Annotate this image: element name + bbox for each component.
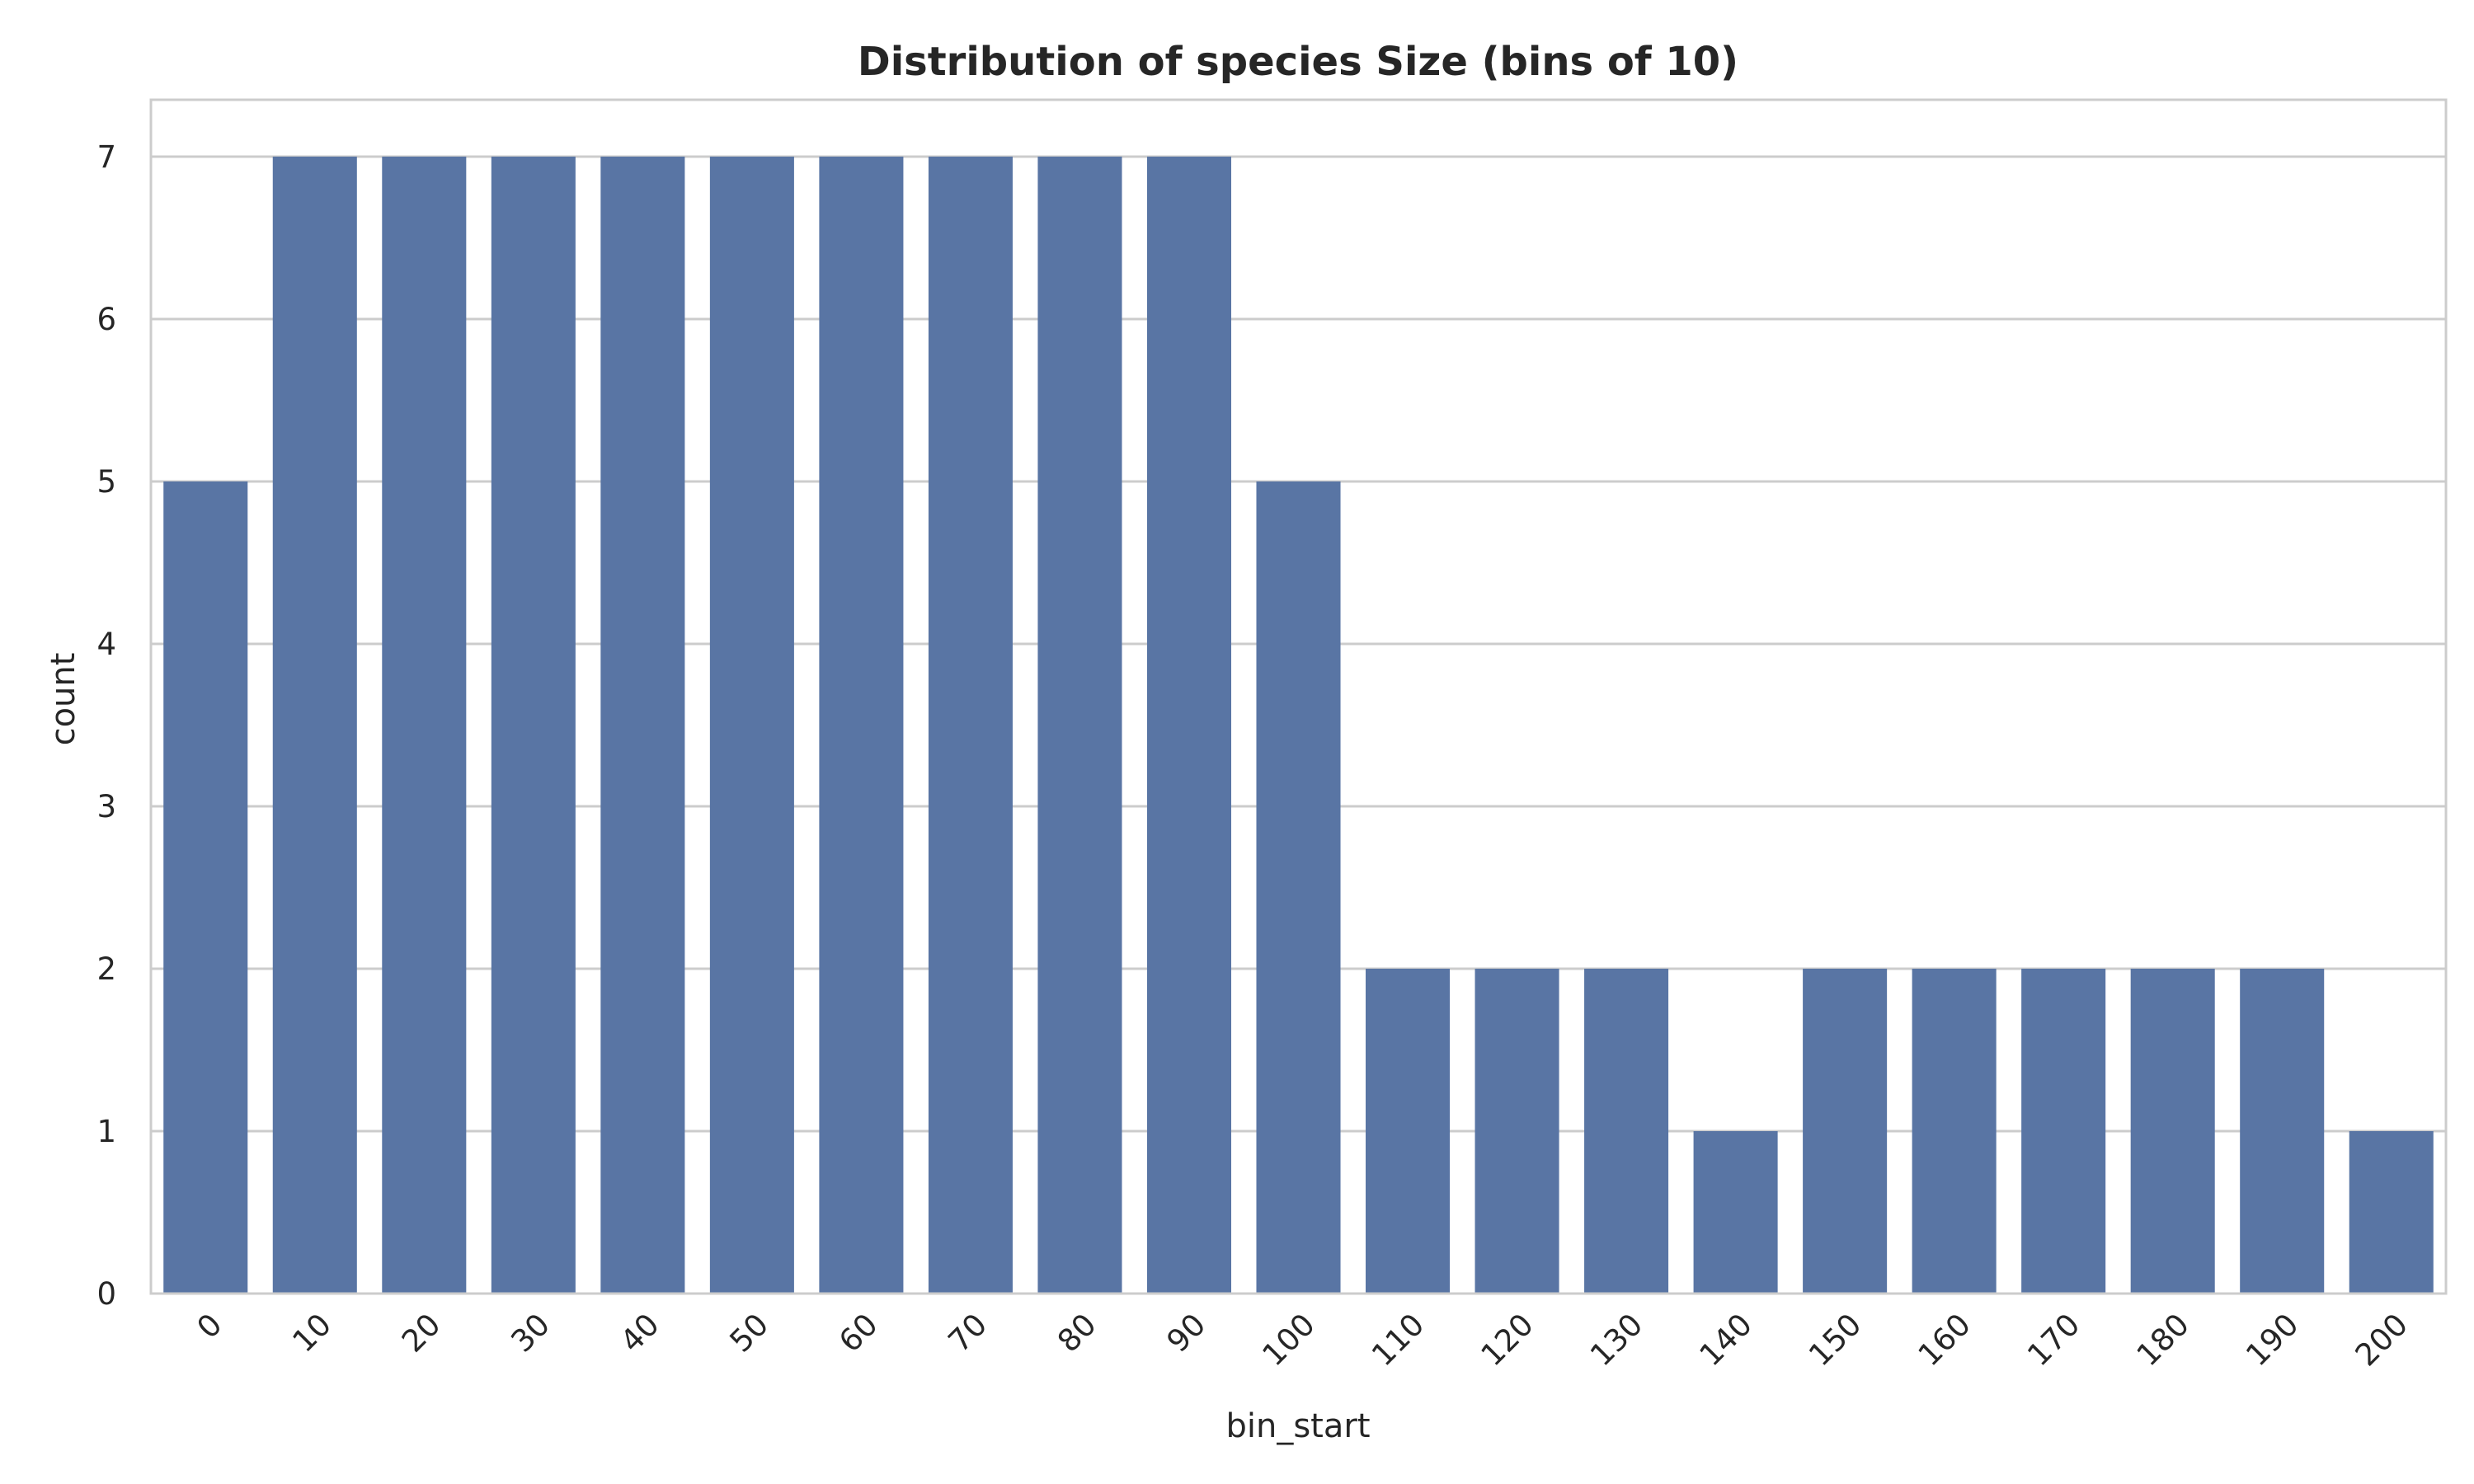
bar-130 (1584, 968, 1669, 1294)
x-tick-label: 110 (1365, 1307, 1431, 1373)
x-tick-label: 190 (2239, 1307, 2305, 1373)
x-tick-label: 90 (1160, 1307, 1213, 1360)
bar-140 (1693, 1130, 1778, 1294)
x-tick-label: 120 (1475, 1307, 1540, 1373)
bar-150 (1803, 968, 1888, 1294)
x-tick-label: 170 (2020, 1307, 2086, 1373)
x-tick-label: 0 (190, 1307, 229, 1345)
x-tick-label: 40 (614, 1307, 666, 1360)
x-tick-label: 160 (1912, 1307, 1978, 1373)
bar-30 (491, 156, 576, 1294)
x-tick-label: 100 (1256, 1307, 1322, 1373)
bar-60 (819, 156, 904, 1294)
bar-10 (272, 156, 357, 1294)
y-tick-labels: 0 1 2 3 4 5 6 7 (96, 139, 116, 1312)
chart-title: Distribution of species Size (bins of 10… (858, 39, 1738, 85)
bar-20 (382, 156, 467, 1294)
x-tick-label: 80 (1051, 1307, 1103, 1360)
bar-200 (2349, 1130, 2434, 1294)
y-tick-label: 7 (96, 139, 116, 175)
bar-70 (928, 156, 1013, 1294)
bar-120 (1475, 968, 1559, 1294)
bar-190 (2240, 968, 2325, 1294)
x-tick-label: 60 (832, 1307, 885, 1360)
y-tick-label: 3 (96, 789, 116, 824)
x-tick-label: 10 (285, 1307, 338, 1360)
x-tick-label: 20 (395, 1307, 448, 1360)
plot-frame (149, 98, 2448, 1295)
y-tick-label: 0 (96, 1276, 116, 1312)
bar-40 (600, 156, 685, 1294)
bar-50 (709, 156, 794, 1294)
x-axis-label: bin_start (1225, 1407, 1370, 1445)
x-tick-label: 140 (1693, 1307, 1759, 1373)
bar-160 (1912, 968, 1997, 1294)
x-tick-label: 70 (942, 1307, 995, 1360)
bar-180 (2130, 968, 2215, 1294)
y-tick-label: 6 (96, 302, 116, 337)
y-axis-label: count (45, 653, 82, 746)
y-tick-label: 4 (96, 627, 116, 662)
bar-90 (1146, 156, 1231, 1294)
x-tick-label: 50 (723, 1307, 776, 1360)
x-tick-label: 180 (2130, 1307, 2196, 1373)
bar-170 (2021, 968, 2106, 1294)
x-tick-label: 130 (1583, 1307, 1649, 1373)
bar-100 (1256, 481, 1341, 1294)
x-tick-label: 200 (2349, 1307, 2415, 1373)
x-tick-label: 150 (1802, 1307, 1868, 1373)
y-tick-label: 1 (96, 1114, 116, 1149)
bar-80 (1037, 156, 1122, 1294)
x-tick-label: 30 (504, 1307, 557, 1360)
x-tick-labels: 0 10 20 30 40 50 60 70 80 90 100 110 120 130 140 150 160… (190, 1307, 2415, 1373)
y-tick-label: 2 (96, 951, 116, 987)
bar-110 (1366, 968, 1451, 1294)
bar-0 (163, 481, 248, 1294)
bars (163, 156, 2434, 1294)
y-tick-label: 5 (96, 464, 116, 500)
